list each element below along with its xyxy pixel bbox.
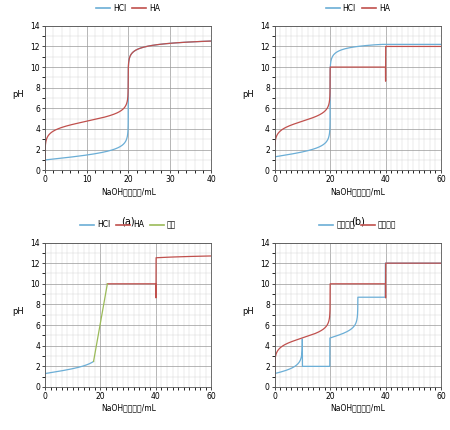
X-axis label: NaOH加入体积/mL: NaOH加入体积/mL bbox=[330, 404, 385, 413]
Text: (a): (a) bbox=[122, 217, 135, 227]
X-axis label: NaOH加入体积/mL: NaOH加入体积/mL bbox=[330, 187, 385, 196]
Text: (b): (b) bbox=[351, 217, 365, 227]
Y-axis label: pH: pH bbox=[242, 90, 254, 99]
Legend: HCl, HA: HCl, HA bbox=[326, 3, 390, 12]
Legend: HCl, HA, 连接: HCl, HA, 连接 bbox=[80, 220, 176, 229]
X-axis label: NaOH加入体积/mL: NaOH加入体积/mL bbox=[101, 404, 156, 413]
X-axis label: NaOH加入体积/mL: NaOH加入体积/mL bbox=[101, 187, 156, 196]
Legend: HCl, HA: HCl, HA bbox=[96, 3, 160, 12]
Y-axis label: pH: pH bbox=[242, 307, 254, 316]
Y-axis label: pH: pH bbox=[13, 307, 24, 316]
Legend: 拼接曲线, 精确曲线: 拼接曲线, 精确曲线 bbox=[320, 220, 396, 229]
Y-axis label: pH: pH bbox=[13, 90, 24, 99]
